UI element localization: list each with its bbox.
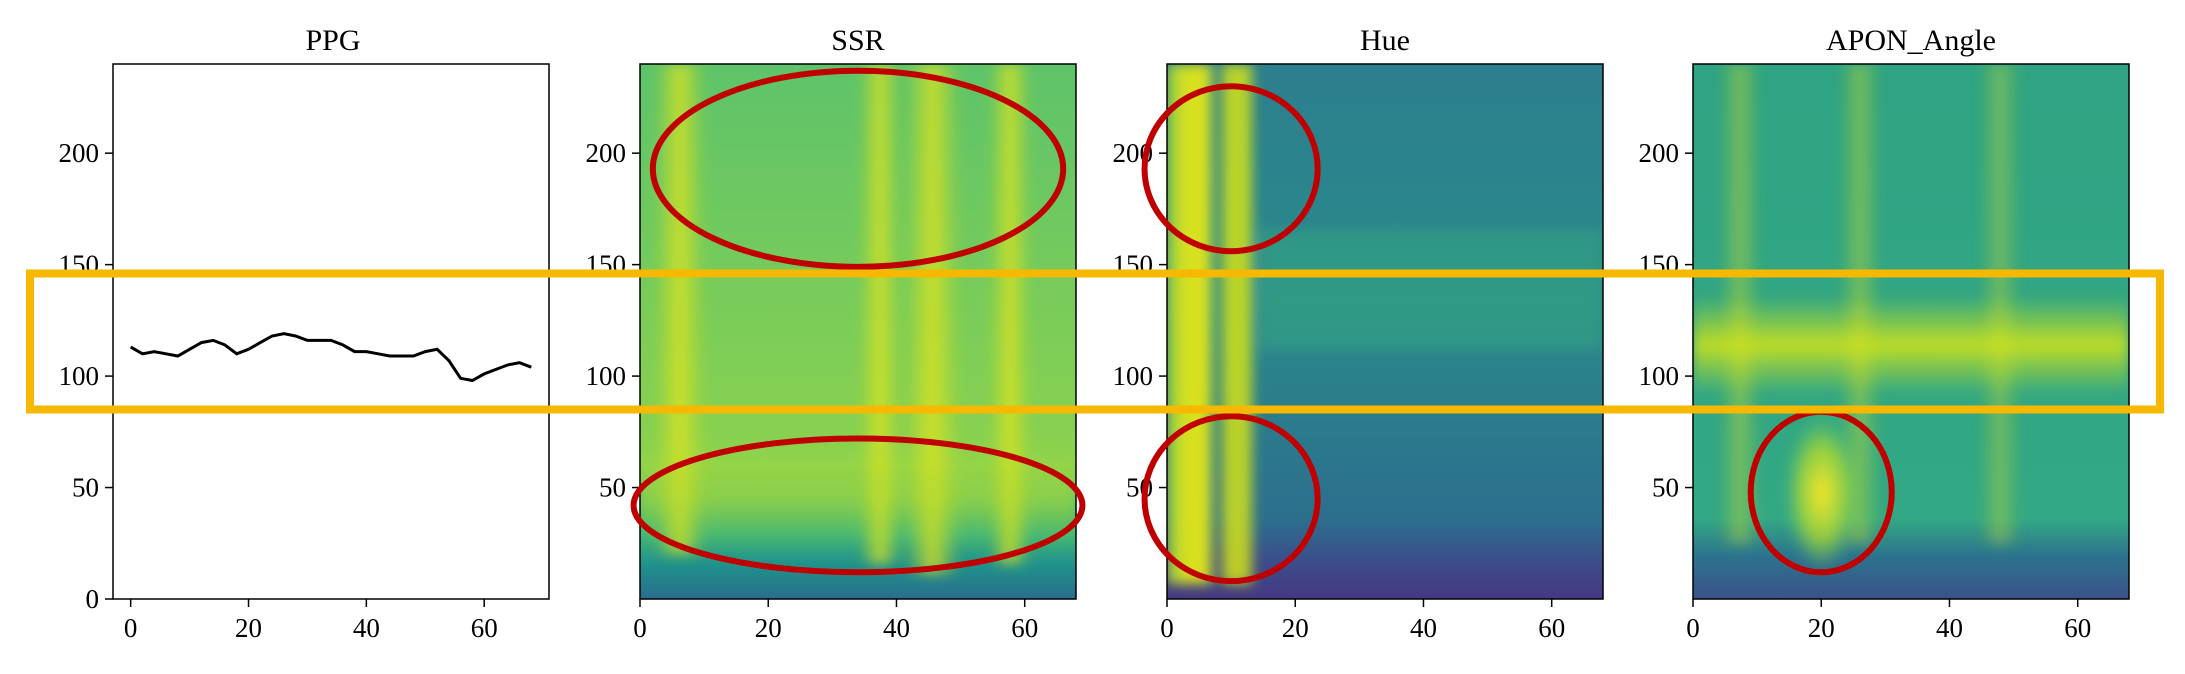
apon-xtick-label: 40 (1936, 613, 1963, 643)
ppg-ytick-label: 200 (59, 138, 100, 168)
apon-heatmap (1693, 64, 2129, 599)
ppg-ytick-label: 100 (59, 361, 100, 391)
ppg-xtick-label: 0 (124, 613, 138, 643)
hue-plot-area (1166, 63, 1604, 600)
apon-xtick-label: 0 (1686, 613, 1700, 643)
ssr-xtick-label: 60 (1011, 613, 1038, 643)
ssr-annotation-ellipse (649, 67, 1067, 270)
ppg-ytick-label: 50 (72, 473, 99, 503)
highlight-rectangle (26, 269, 2164, 414)
ssr-annotations (630, 67, 1086, 576)
ppg-series-line (129, 332, 532, 383)
apon-ytick-label: 50 (1652, 473, 1679, 503)
ssr-xtick-label: 20 (755, 613, 782, 643)
apon-xtick-label: 60 (2064, 613, 2091, 643)
ssr-annotation-ellipse (630, 435, 1086, 576)
ssr-xtick-label: 40 (883, 613, 910, 643)
ssr-ytick-label: 100 (586, 361, 627, 391)
ssr-plot-area (639, 63, 1077, 600)
apon-ytick-label: 200 (1639, 138, 1680, 168)
ppg-ytick-label: 0 (86, 584, 100, 614)
ssr-ytick-label: 200 (586, 138, 627, 168)
hue-annotation-ellipse (1141, 413, 1321, 585)
ssr-ytick-label: 50 (599, 473, 626, 503)
apon-xtick-label: 20 (1808, 613, 1835, 643)
hue-annotation-ellipse (1141, 83, 1321, 255)
panel-title-ssr: SSR (831, 24, 884, 57)
hue-ytick-label: 100 (1113, 361, 1154, 391)
hue-xtick-label: 0 (1160, 613, 1174, 643)
panel-title-ppg: PPG (305, 24, 360, 57)
hue-xtick-label: 60 (1538, 613, 1565, 643)
hue-xtick-label: 20 (1282, 613, 1309, 643)
ppg-plot-area (112, 63, 550, 600)
ppg-xtick-label: 20 (235, 613, 262, 643)
ppg-xtick-label: 40 (353, 613, 380, 643)
ppg-xtick-label: 60 (471, 613, 498, 643)
ssr-heatmap (640, 64, 1076, 599)
hue-xtick-label: 40 (1410, 613, 1437, 643)
hue-heatmap (1167, 64, 1603, 599)
apon-ytick-label: 100 (1639, 361, 1680, 391)
panel-title-apon-angle: APON_Angle (1826, 24, 1996, 57)
panel-title-hue: Hue (1360, 24, 1410, 57)
ssr-xtick-label: 0 (633, 613, 647, 643)
hue-annotations (1141, 83, 1321, 585)
apon-plot-area (1692, 63, 2130, 600)
